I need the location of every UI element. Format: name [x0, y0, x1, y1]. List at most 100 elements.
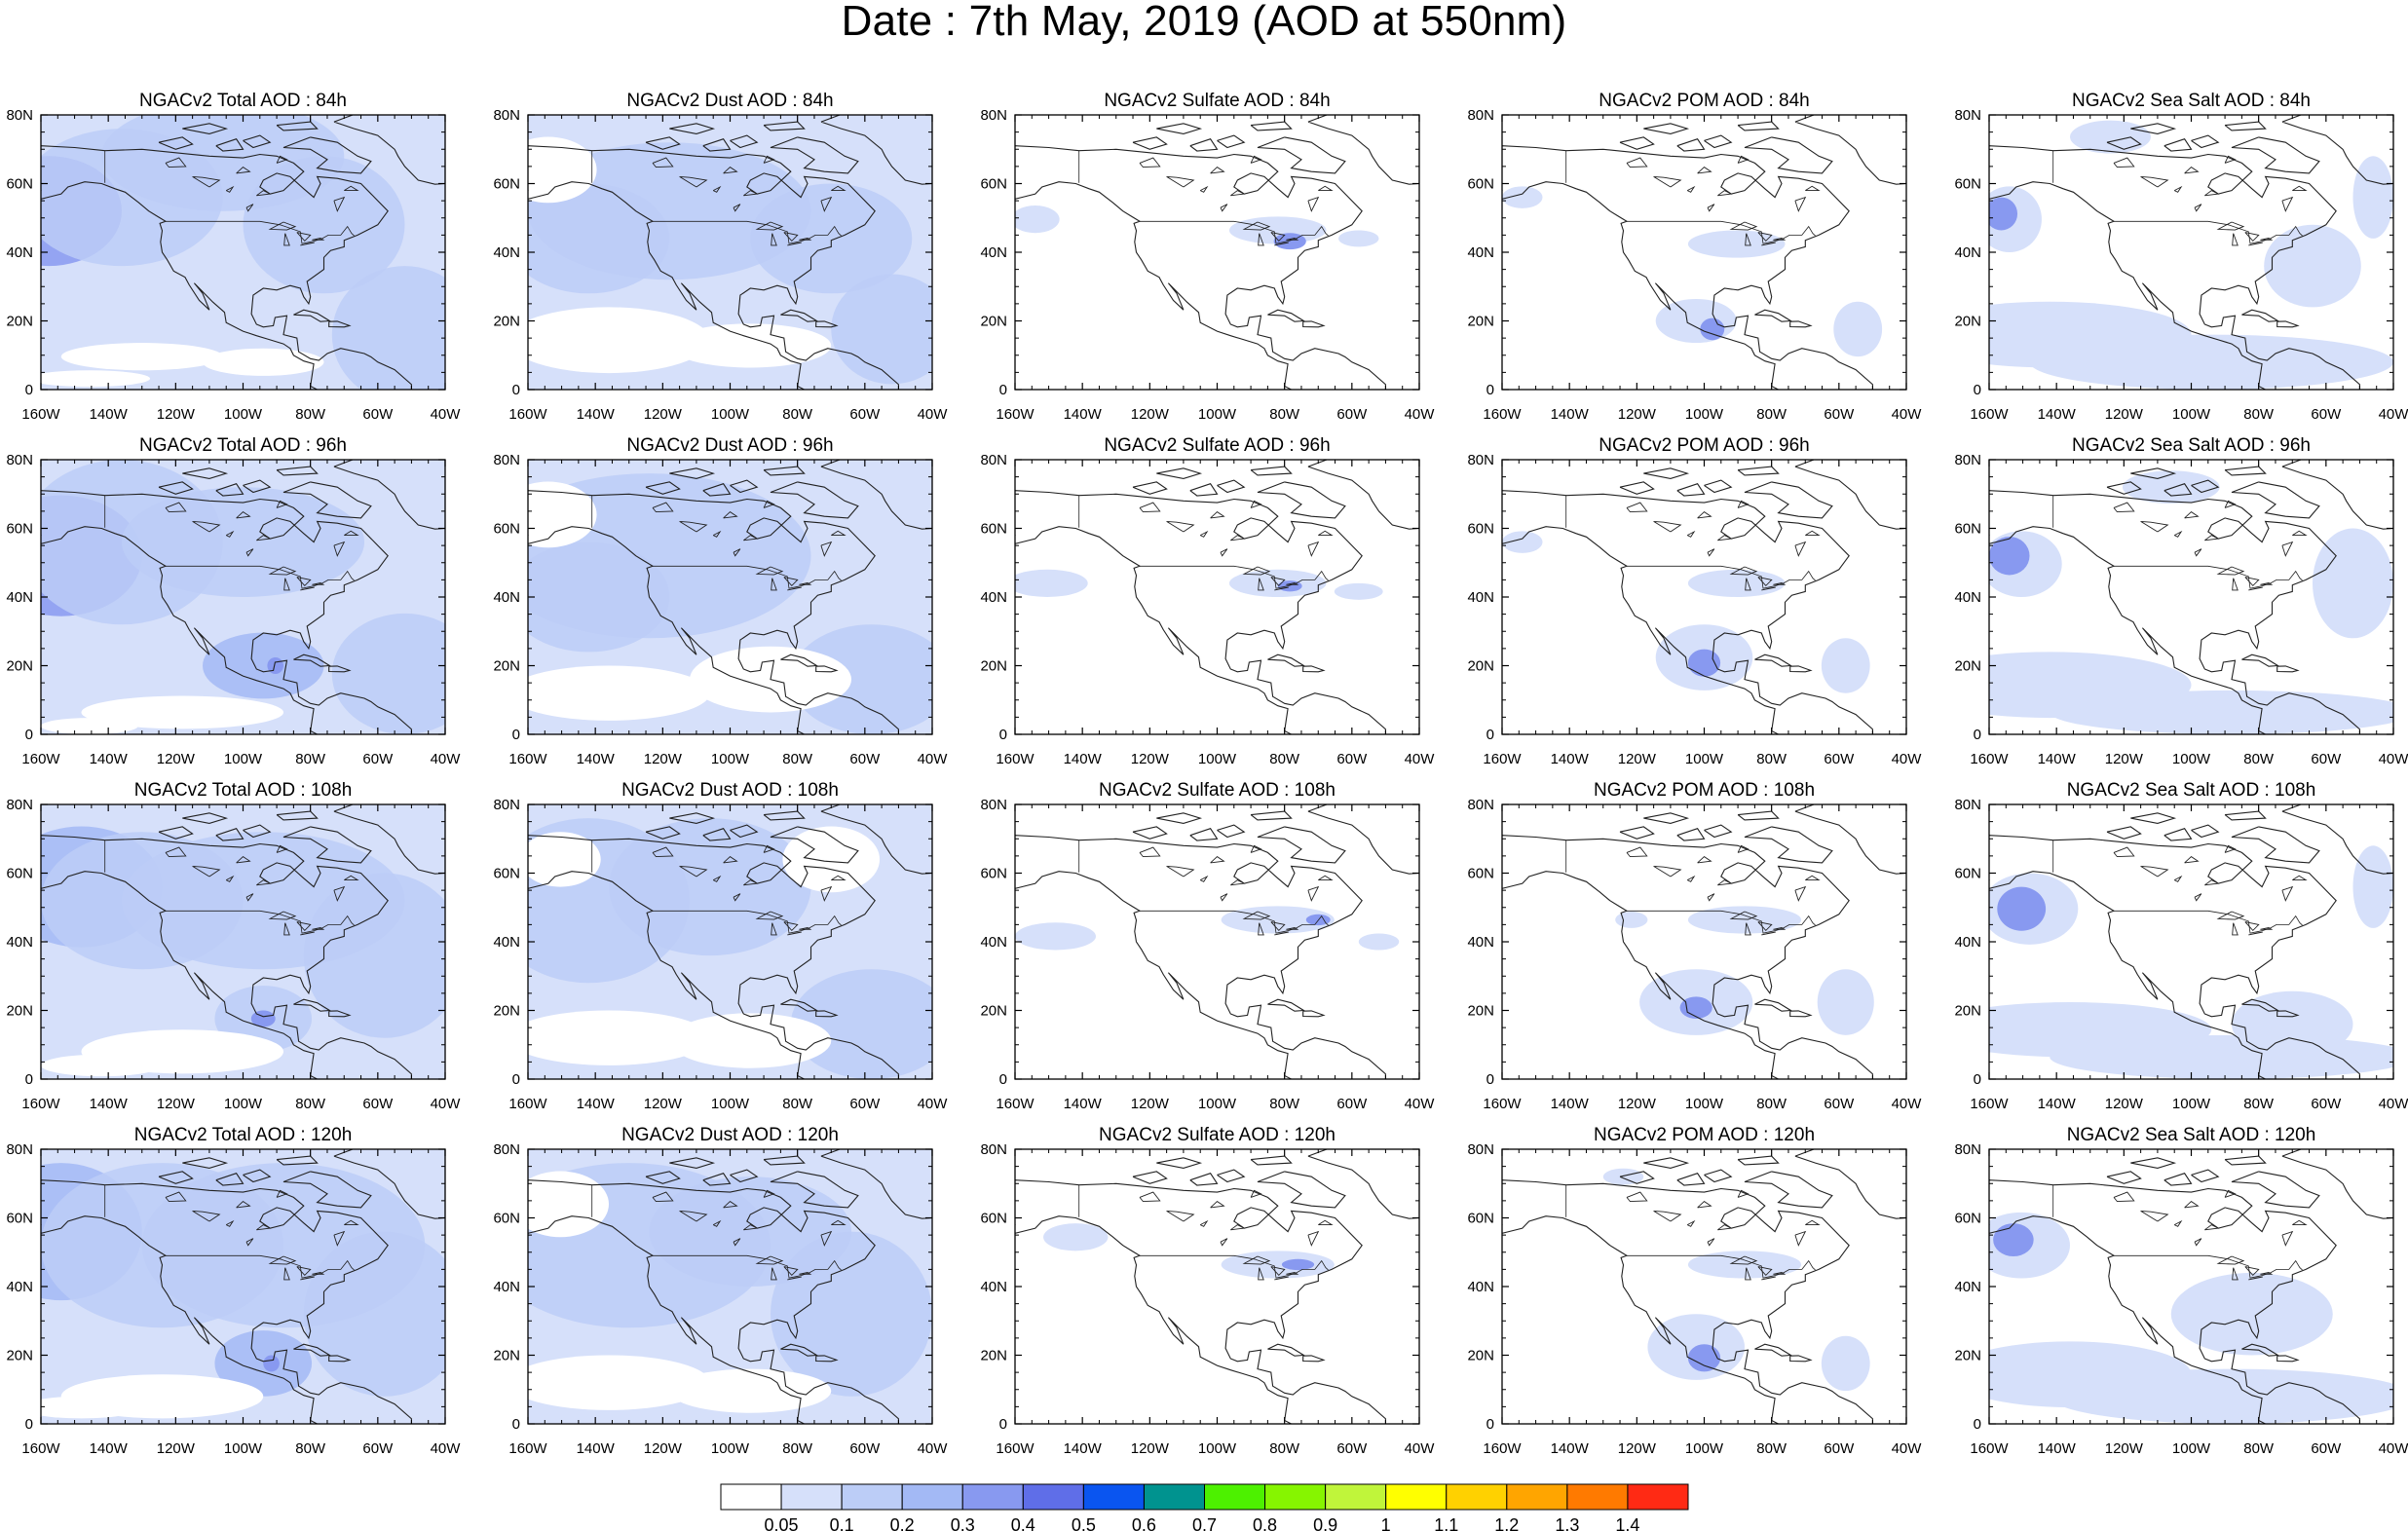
x-tick-label: 120W — [644, 1096, 683, 1112]
map-panel: 160W 140W 120W 100W 80W 60W 40W 80N 60N 40N 20N 0 NG… — [6, 91, 461, 423]
y-tick-label: 80N — [1467, 107, 1494, 124]
x-tick-label: 100W — [2172, 1096, 2211, 1112]
colorbar-label: 1.3 — [1555, 1515, 1579, 1531]
y-tick-label: 0 — [999, 1071, 1007, 1088]
x-tick-label: 60W — [2311, 406, 2342, 423]
x-tick-label: 160W — [1970, 751, 2009, 767]
x-tick-label: 100W — [1685, 1440, 1724, 1457]
x-tick-label: 60W — [362, 1096, 394, 1112]
y-tick-label: 60N — [6, 521, 33, 538]
y-tick-label: 20N — [1467, 1348, 1494, 1364]
y-tick-label: 20N — [1954, 658, 1981, 675]
x-tick-label: 40W — [1892, 1096, 1923, 1112]
y-tick-label: 60N — [1954, 1211, 1981, 1227]
x-tick-label: 160W — [21, 1440, 60, 1457]
y-tick-label: 80N — [493, 1141, 520, 1158]
aod-field — [1502, 460, 1906, 734]
map-panel: 160W 140W 120W 100W 80W 60W 40W 80N 60N 40N 20N 0 NG… — [493, 435, 948, 767]
x-tick-label: 80W — [295, 1440, 326, 1457]
panel-title: NGACv2 Sulfate AOD : 96h — [1104, 435, 1330, 456]
colorbar-box — [1204, 1483, 1266, 1511]
x-tick-label: 100W — [224, 1440, 263, 1457]
x-tick-label: 80W — [2243, 1096, 2275, 1112]
x-tick-label: 140W — [1064, 1096, 1103, 1112]
y-tick-label: 80N — [493, 452, 520, 468]
coastlines — [528, 460, 932, 734]
x-tick-label: 160W — [1970, 1440, 2009, 1457]
x-tick-label: 40W — [918, 1440, 949, 1457]
x-tick-label: 80W — [295, 1096, 326, 1112]
coastlines — [1502, 804, 1906, 1079]
y-tick-label: 60N — [6, 176, 33, 193]
borders — [1078, 840, 1329, 934]
colorbar-label: 0.9 — [1313, 1515, 1337, 1531]
x-tick-label: 40W — [2379, 1440, 2408, 1457]
x-tick-label: 80W — [782, 406, 813, 423]
y-tick-label: 0 — [999, 1416, 1007, 1433]
y-tick-label: 20N — [1954, 1348, 1981, 1364]
x-tick-label: 140W — [1551, 1440, 1590, 1457]
colorbar-box — [1506, 1483, 1568, 1511]
y-tick-label: 40N — [1954, 244, 1981, 261]
x-tick-label: 120W — [157, 751, 196, 767]
x-tick-label: 120W — [157, 1096, 196, 1112]
x-tick-label: 100W — [224, 406, 263, 423]
borders — [104, 495, 355, 589]
panel-title: NGACv2 POM AOD : 84h — [1599, 91, 1809, 111]
panel-title: NGACv2 Total AOD : 120h — [134, 1125, 353, 1145]
y-tick-label: 0 — [512, 382, 520, 398]
y-tick-label: 80N — [1954, 1141, 1981, 1158]
borders — [104, 1184, 355, 1279]
panel-title: NGACv2 Total AOD : 84h — [139, 91, 347, 111]
borders — [1078, 495, 1329, 589]
y-tick-label: 0 — [1486, 382, 1494, 398]
x-tick-label: 160W — [996, 1440, 1035, 1457]
map-panel: 160W 140W 120W 100W 80W 60W 40W 80N 60N 40N 20N 0 NG… — [493, 780, 948, 1112]
y-tick-label: 0 — [25, 382, 33, 398]
colorbar-label: 0.5 — [1072, 1515, 1096, 1531]
y-tick-label: 0 — [1486, 1071, 1494, 1088]
x-tick-label: 40W — [1892, 406, 1923, 423]
y-tick-label: 20N — [6, 1003, 33, 1020]
y-tick-label: 80N — [1954, 107, 1981, 124]
colorbar-box — [1385, 1483, 1448, 1511]
x-tick-label: 140W — [1551, 406, 1590, 423]
borders — [2052, 495, 2303, 589]
x-tick-label: 160W — [1483, 406, 1522, 423]
x-tick-label: 60W — [362, 406, 394, 423]
colorbar-label: 0.4 — [1011, 1515, 1035, 1531]
borders — [2052, 1184, 2303, 1279]
x-tick-label: 140W — [90, 406, 129, 423]
y-tick-label: 40N — [493, 244, 520, 261]
borders — [1565, 495, 1816, 589]
x-tick-label: 80W — [1756, 751, 1787, 767]
panel-title: NGACv2 POM AOD : 96h — [1599, 435, 1809, 456]
y-tick-label: 20N — [980, 314, 1007, 330]
aod-field — [528, 115, 932, 390]
borders — [1565, 1184, 1816, 1279]
x-tick-label: 160W — [508, 406, 547, 423]
x-tick-label: 120W — [157, 1440, 196, 1457]
panel-title: NGACv2 POM AOD : 120h — [1594, 1125, 1815, 1145]
borders — [2052, 150, 2303, 244]
map-panel: 160W 140W 120W 100W 80W 60W 40W 80N 60N 40N 20N 0 NG… — [6, 780, 461, 1112]
x-tick-label: 80W — [1269, 1440, 1300, 1457]
x-tick-label: 60W — [2311, 1440, 2342, 1457]
aod-field — [1015, 804, 1419, 1079]
x-tick-label: 120W — [2105, 1440, 2144, 1457]
coastlines — [1015, 804, 1419, 1079]
y-tick-label: 0 — [1974, 1071, 1981, 1088]
y-tick-label: 80N — [1954, 452, 1981, 468]
y-tick-label: 0 — [1974, 727, 1981, 743]
x-tick-label: 140W — [577, 1440, 616, 1457]
x-tick-label: 120W — [1131, 406, 1170, 423]
x-tick-label: 120W — [2105, 1096, 2144, 1112]
map-panel: 160W 140W 120W 100W 80W 60W 40W 80N 60N 40N 20N 0 NG… — [6, 435, 461, 767]
x-tick-label: 100W — [711, 751, 750, 767]
colorbar-box — [841, 1483, 903, 1511]
x-tick-label: 100W — [224, 751, 263, 767]
x-tick-label: 120W — [1618, 1096, 1657, 1112]
y-tick-label: 40N — [980, 934, 1007, 951]
x-tick-label: 60W — [849, 751, 881, 767]
y-tick-label: 0 — [999, 727, 1007, 743]
